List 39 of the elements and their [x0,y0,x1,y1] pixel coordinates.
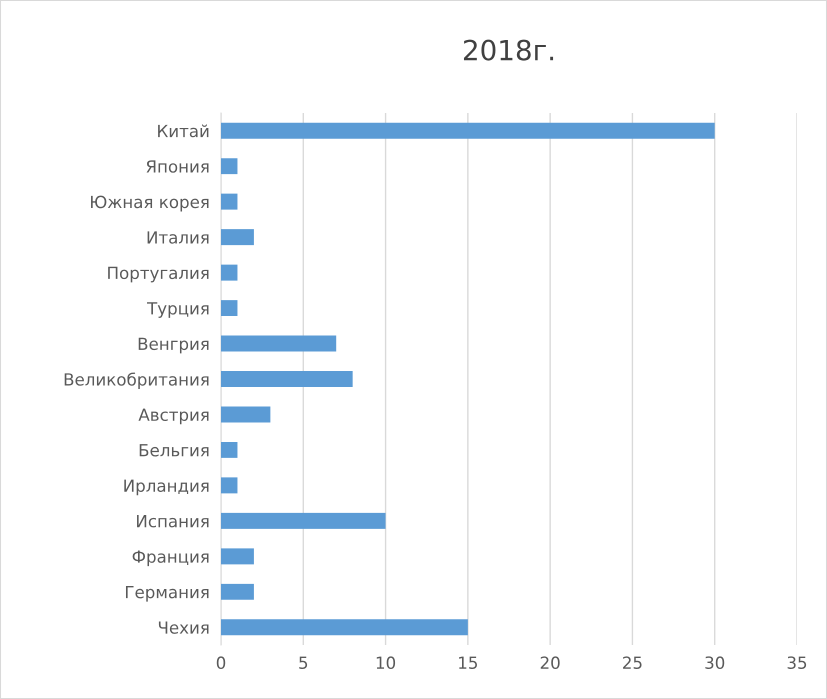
chart-title: 2018г. [464,40,554,61]
bar [221,264,238,281]
y-tick-label: Испания [137,515,208,528]
y-tick-label: Южная корея [91,196,208,212]
y-tick-label: Португалия [108,266,208,282]
x-tick-label: 35 [788,656,806,670]
bar [221,122,715,139]
y-tick-label: Венгрия [138,338,208,354]
bar [221,477,238,494]
y-tick-label: Франция [132,550,208,566]
bar [221,442,238,458]
y-tick-label: Германия [126,586,208,602]
bar [221,584,254,600]
bar [221,158,238,174]
y-tick-label: Италия [148,231,208,244]
x-tick-label: 10 [376,656,396,670]
x-tick-label: 25 [623,656,642,670]
y-tick-label: Китай [158,124,208,138]
y-tick-label: Ирландия [124,480,208,496]
x-tick-label: 20 [540,656,560,670]
y-tick-label: Австрия [138,408,208,424]
bar [221,336,336,352]
y-tick-label: Чехия [158,621,208,634]
y-tick-label: Великобритания [64,372,208,389]
bar [221,194,238,210]
y-tick-label: Бельгия [140,444,208,456]
x-tick-label: 15 [459,656,478,670]
bar [221,371,353,387]
bar [221,512,386,529]
bar [221,548,254,564]
x-tick-label: 30 [705,656,724,670]
x-tick-label: 5 [299,656,308,670]
x-tick-label: 0 [216,656,226,670]
y-tick-label: Япония [146,160,208,173]
bar [221,406,270,422]
bar [221,619,468,636]
bar [221,229,254,246]
y-tick-label: Турция [147,302,208,318]
bar [221,300,238,316]
